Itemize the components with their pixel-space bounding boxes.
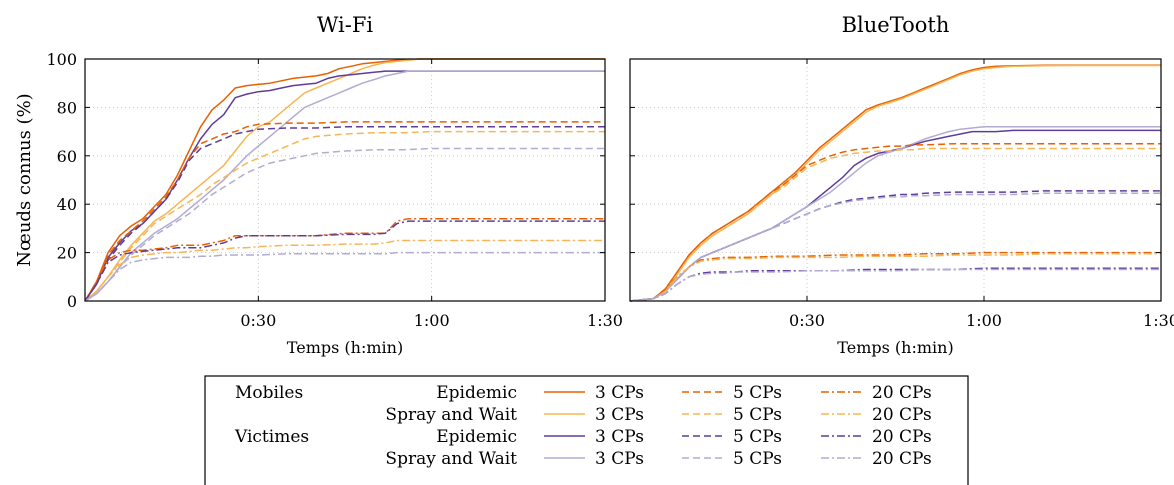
series-line-mobiles-spray-and-wait-20 — [84, 239, 605, 302]
x-axis-label: Temps (h:min) — [287, 338, 403, 357]
plot-frame — [84, 58, 606, 302]
series-line-mobiles-spray-and-wait-20 — [629, 253, 1161, 302]
legend-protocol-label: Spray and Wait — [385, 405, 517, 425]
chart-panel-2: BlueTooth 0:30 1:00 1:30 Temps (h:min) — [629, 13, 1174, 357]
legend-entry-label: 20 CPs — [872, 383, 932, 403]
legend-entry-label: 5 CPs — [733, 449, 782, 469]
x-tick-label: 0:30 — [240, 311, 276, 330]
legend-entry-label: 20 CPs — [872, 427, 932, 447]
legend-entry-label: 20 CPs — [872, 405, 932, 425]
legend-entry-label: 3 CPs — [595, 449, 644, 469]
series-line-mobiles-spray-and-wait-5 — [629, 147, 1161, 302]
series-line-mobiles-spray-and-wait-3 — [629, 64, 1161, 302]
series-line-victimes-epidemic-20 — [84, 220, 605, 302]
series-line-mobiles-epidemic-20 — [629, 251, 1161, 302]
legend-box — [204, 375, 969, 485]
legend-entry-label: 3 CPs — [595, 383, 644, 403]
y-tick-label: 0 — [67, 292, 77, 311]
legend-protocol-label: Spray and Wait — [385, 449, 517, 469]
x-axis-label: Temps (h:min) — [837, 338, 953, 357]
series-line-victimes-epidemic-5 — [629, 190, 1161, 302]
series-line-mobiles-spray-and-wait-5 — [84, 130, 605, 302]
y-tick-label: 60 — [57, 147, 77, 166]
y-tick-label: 100 — [46, 50, 77, 69]
legend: Mobiles Epidemic 3 CPs 5 CPs 20 CPs Spray and… — [204, 375, 969, 485]
y-tick-label: 80 — [57, 98, 77, 117]
legend-entry-label: 20 CPs — [872, 449, 932, 469]
chart-panel-1: Wi-Fi 0:30 1:00 1:30 Temps (h:min) 0 20 40 60 80 1… — [14, 13, 623, 357]
legend-entry-label: 5 CPs — [733, 427, 782, 447]
series-line-victimes-spray-and-wait-3 — [84, 70, 605, 302]
x-tick-label: 1:00 — [414, 311, 450, 330]
series-line-victimes-spray-and-wait-20 — [629, 268, 1161, 302]
series-line-victimes-spray-and-wait-20 — [84, 251, 605, 302]
series-line-victimes-epidemic-3 — [84, 70, 605, 302]
legend-group-label: Victimes — [234, 427, 309, 447]
series-line-victimes-spray-and-wait-3 — [629, 126, 1161, 302]
series-line-victimes-spray-and-wait-5 — [84, 147, 605, 302]
legend-entry-label: 3 CPs — [595, 427, 644, 447]
series-line-mobiles-epidemic-5 — [629, 142, 1161, 302]
series-line-mobiles-epidemic-5 — [84, 121, 605, 302]
legend-group-label: Mobiles — [235, 383, 303, 403]
chart-title: BlueTooth — [842, 13, 950, 37]
y-axis-label: Nœuds connus (%) — [14, 93, 35, 266]
x-tick-label: 1:30 — [587, 311, 623, 330]
chart-title: Wi-Fi — [317, 13, 374, 37]
y-tick-label: 40 — [57, 195, 77, 214]
x-tick-label: 1:30 — [1143, 311, 1174, 330]
legend-protocol-label: Epidemic — [436, 383, 517, 403]
series-line-mobiles-spray-and-wait-3 — [84, 58, 605, 302]
legend-entry-label: 5 CPs — [733, 383, 782, 403]
legend-entry-label: 3 CPs — [595, 405, 644, 425]
plot-frame — [629, 58, 1162, 302]
x-tick-label: 1:00 — [966, 311, 1002, 330]
x-tick-label: 0:30 — [789, 311, 825, 330]
legend-entry-label: 5 CPs — [733, 405, 782, 425]
series-line-victimes-epidemic-3 — [629, 129, 1161, 302]
series-line-victimes-spray-and-wait-5 — [629, 192, 1161, 302]
series-line-mobiles-epidemic-3 — [84, 58, 605, 302]
series-line-mobiles-epidemic-20 — [84, 217, 605, 302]
legend-protocol-label: Epidemic — [436, 427, 517, 447]
y-tick-label: 20 — [57, 244, 77, 263]
series-line-victimes-epidemic-5 — [84, 126, 605, 302]
